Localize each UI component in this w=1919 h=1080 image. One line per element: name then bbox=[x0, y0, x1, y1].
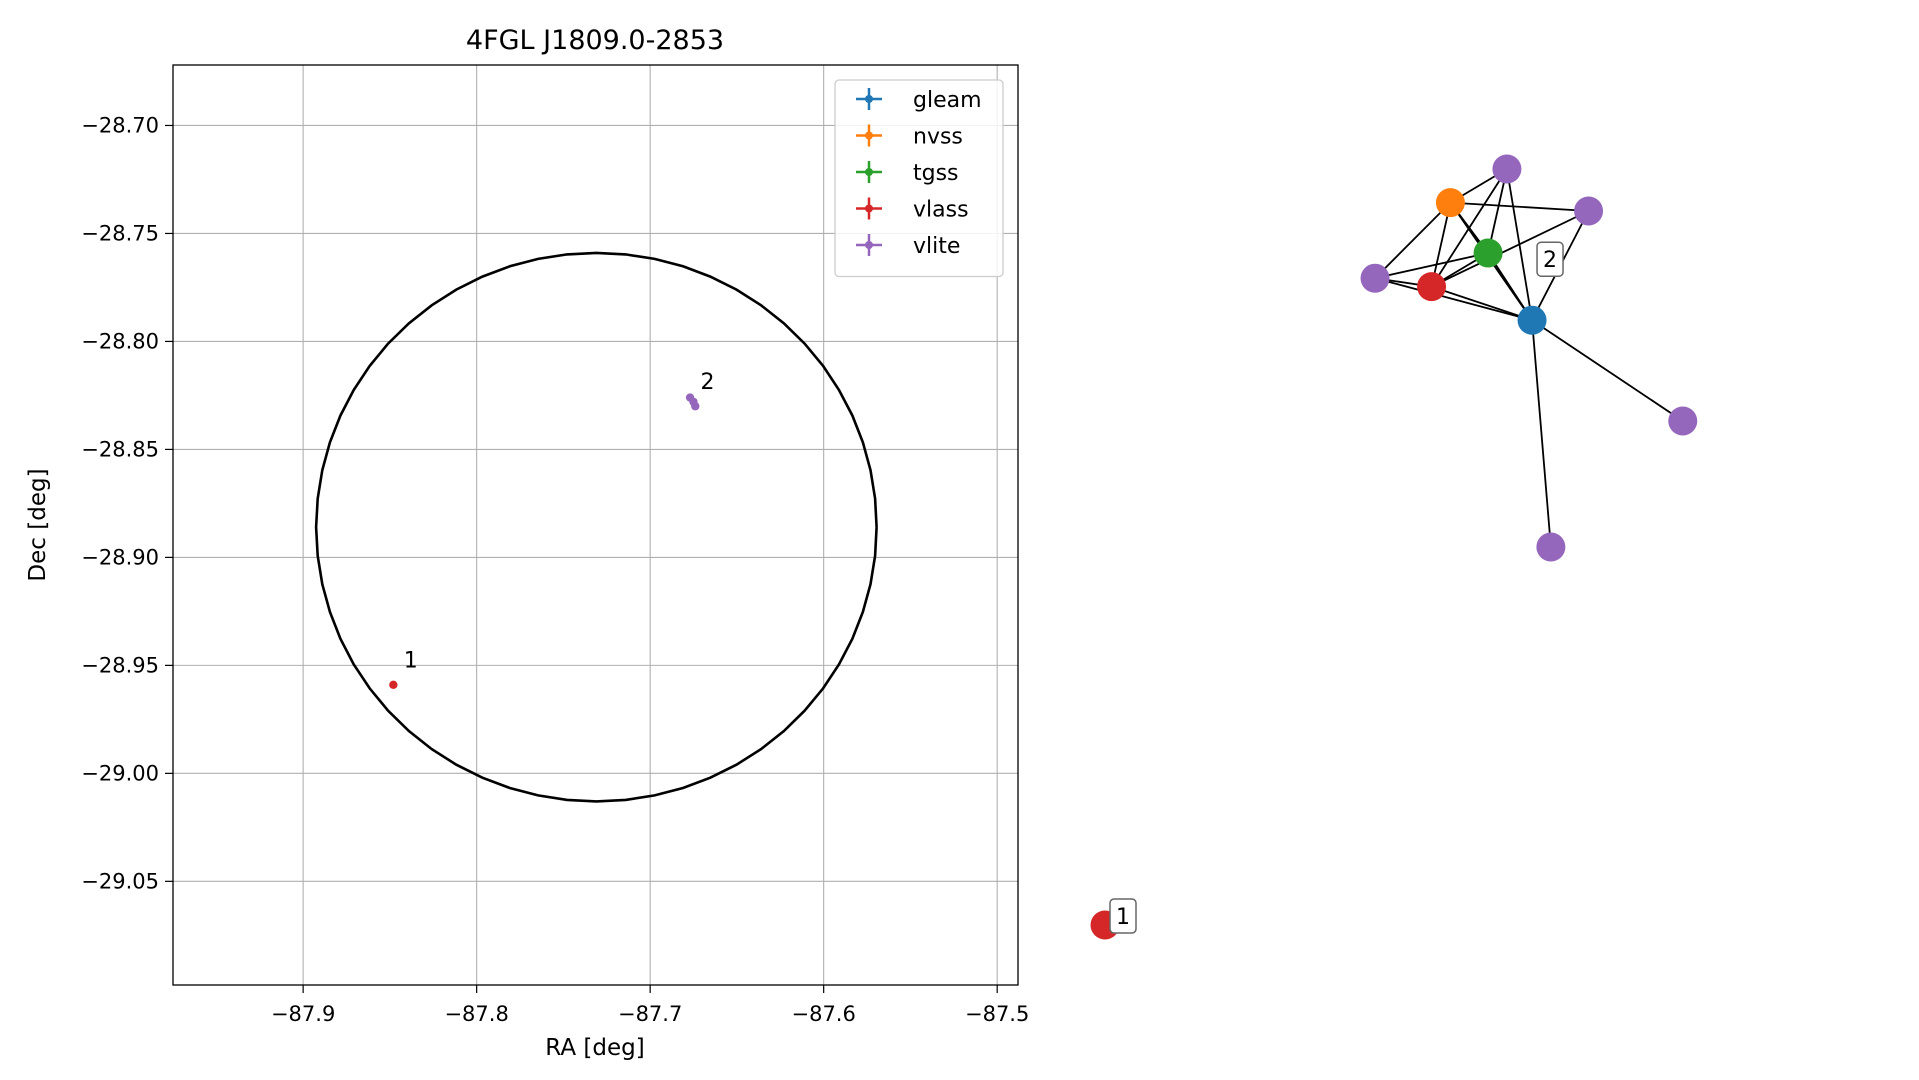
network-node-vlite_b bbox=[1574, 196, 1604, 226]
legend-marker-gleam bbox=[865, 95, 873, 103]
y-tick-label: −28.70 bbox=[81, 113, 159, 137]
y-tick-label: −29.00 bbox=[81, 761, 159, 785]
network-node-vlite_e bbox=[1536, 532, 1566, 562]
y-tick-label: −28.90 bbox=[81, 545, 159, 569]
legend-label-vlite: vlite bbox=[913, 234, 960, 259]
x-tick-label: −87.8 bbox=[444, 1002, 508, 1026]
network-labels: 21 bbox=[1109, 241, 1564, 934]
scatter-panel: 12 −87.9 −87.8 −87.7 −87.6 −87.5 −28.70−28.7… bbox=[25, 25, 1029, 1061]
y-tick-label: −28.75 bbox=[81, 221, 159, 245]
legend-marker-vlite bbox=[865, 241, 873, 249]
network-node-vlite_d bbox=[1668, 406, 1698, 436]
network-node-tgss bbox=[1473, 238, 1503, 268]
network-panel: 21 bbox=[1090, 154, 1698, 940]
network-edge bbox=[1374, 277, 1533, 322]
legend-label-tgss: tgss bbox=[913, 161, 959, 186]
y-tick-label: −28.85 bbox=[81, 437, 159, 461]
x-tick-label: −87.7 bbox=[618, 1002, 682, 1026]
y-tick-label: −29.05 bbox=[81, 869, 159, 893]
network-edge bbox=[1431, 210, 1589, 288]
error-ellipse bbox=[314, 251, 878, 803]
point-annotations: 12 bbox=[404, 370, 715, 674]
y-axis-label: Dec [deg] bbox=[25, 468, 51, 581]
data-points bbox=[389, 393, 700, 690]
network-edge bbox=[1374, 201, 1452, 279]
y-tick-label: −28.95 bbox=[81, 653, 159, 677]
network-edge bbox=[1531, 320, 1552, 548]
network-label: 1 bbox=[1116, 905, 1130, 930]
point-annotation: 1 bbox=[404, 649, 418, 674]
axes-frame bbox=[172, 64, 1019, 986]
legend-label-vlass: vlass bbox=[913, 198, 969, 223]
network-node-vlite_c bbox=[1360, 263, 1390, 293]
x-tick-label: −87.5 bbox=[965, 1002, 1029, 1026]
legend-label-gleam: gleam bbox=[913, 88, 982, 113]
network-edge bbox=[1430, 168, 1508, 288]
x-tick-label: −87.6 bbox=[791, 1002, 855, 1026]
y-axis-ticks: −28.70 −28.75 −28.80 −28.85 −28.90 −28.95 −29.… bbox=[81, 113, 173, 893]
legend-marker-nvss bbox=[865, 131, 873, 140]
legend: gleam nvss tgss vlass vlite bbox=[834, 79, 1004, 278]
network-node-gleam bbox=[1517, 305, 1547, 335]
x-tick-label: −87.9 bbox=[271, 1002, 335, 1026]
point-vlite bbox=[691, 402, 700, 411]
network-edge bbox=[1450, 201, 1589, 212]
network-label-box bbox=[1536, 241, 1564, 277]
x-axis-ticks: −87.9 −87.8 −87.7 −87.6 −87.5 bbox=[271, 985, 1029, 1026]
network-edge bbox=[1431, 285, 1533, 322]
legend-label-nvss: nvss bbox=[913, 125, 963, 150]
x-axis-label: RA [deg] bbox=[545, 1035, 644, 1061]
network-label: 2 bbox=[1543, 248, 1557, 273]
network-nodes bbox=[1090, 154, 1698, 940]
network-edge bbox=[1374, 252, 1489, 280]
legend-marker-tgss bbox=[865, 168, 873, 176]
legend-box bbox=[834, 79, 1004, 278]
network-node-nvss bbox=[1435, 188, 1465, 218]
y-tick-label: −28.80 bbox=[81, 329, 159, 353]
error-ellipse-outline bbox=[314, 251, 878, 803]
network-node-vlite_a bbox=[1492, 154, 1522, 184]
legend-marker-vlass bbox=[865, 204, 873, 213]
point-vlass bbox=[389, 680, 398, 690]
chart-title: 4FGL J1809.0-2853 bbox=[466, 25, 724, 56]
point-annotation: 2 bbox=[700, 370, 714, 395]
network-label-box bbox=[1109, 898, 1137, 934]
network-edge bbox=[1531, 319, 1684, 422]
network-node-vlass_a bbox=[1417, 272, 1447, 302]
